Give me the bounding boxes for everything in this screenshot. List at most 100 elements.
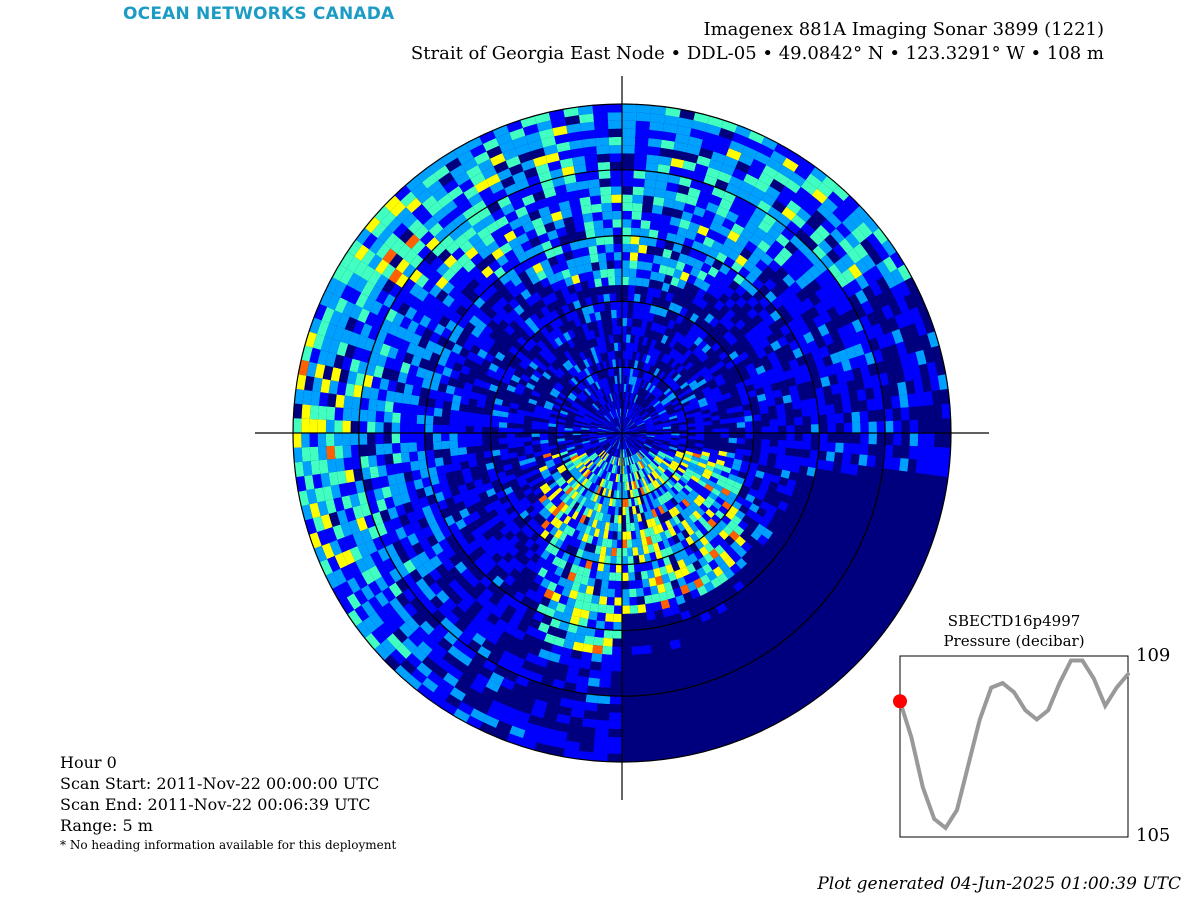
sonar-cell xyxy=(677,415,687,421)
sonar-cell xyxy=(573,422,582,426)
sonar-cell xyxy=(589,453,598,461)
sonar-cell xyxy=(717,404,727,412)
sonar-cell xyxy=(541,497,551,507)
sonar-cell xyxy=(645,404,653,412)
sonar-cell xyxy=(596,411,604,418)
sonar-cell xyxy=(611,375,616,385)
sonar-cell xyxy=(637,378,643,387)
sonar-cell xyxy=(612,326,618,335)
sonar-cell xyxy=(613,334,618,343)
sonar-cell xyxy=(692,510,702,520)
sonar-cell xyxy=(607,436,615,442)
sonar-cell xyxy=(630,326,637,336)
sonar-cell xyxy=(636,461,642,471)
sonar-cell xyxy=(568,357,577,367)
sonar-cell xyxy=(619,457,621,466)
sonar-cell xyxy=(566,446,576,451)
sonar-cell xyxy=(591,393,598,401)
sonar-cell xyxy=(591,418,600,424)
sonar-cell xyxy=(564,439,574,444)
sonar-cell xyxy=(615,427,622,433)
sonar-cell xyxy=(613,400,617,410)
sonar-cell xyxy=(716,479,726,488)
sonar-cell xyxy=(632,444,640,452)
sonar-cell xyxy=(548,504,558,514)
sonar-cell xyxy=(572,426,582,430)
sonar-cell xyxy=(578,393,587,401)
sonar-cell xyxy=(523,437,532,442)
sonar-cell xyxy=(622,433,628,440)
sonar-cell xyxy=(624,457,627,466)
sonar-cell xyxy=(614,417,619,426)
sonar-cell xyxy=(659,449,668,455)
sonar-cell xyxy=(669,381,678,390)
sonar-cell xyxy=(624,490,628,499)
chart-subtitle: Strait of Georgia East Node • DDL-05 • 4… xyxy=(410,43,1104,64)
sonar-cell xyxy=(553,358,563,368)
sonar-cell xyxy=(606,472,612,481)
sonar-cell xyxy=(704,433,713,438)
sonar-cell xyxy=(622,326,627,335)
sonar-cell xyxy=(606,427,615,431)
sonar-cell xyxy=(647,383,654,392)
sonar-cell xyxy=(619,490,622,499)
sonar-cell xyxy=(615,433,622,439)
sonar-cell xyxy=(720,470,730,479)
sonar-cell xyxy=(597,436,607,440)
sonar-cell xyxy=(728,437,738,444)
sonar-cell xyxy=(646,483,654,493)
sonar-cell xyxy=(709,453,719,460)
sonar-cell xyxy=(676,364,685,374)
sonar-cell xyxy=(630,433,639,435)
sonar-cell xyxy=(639,379,645,388)
sonar-cell xyxy=(641,412,649,419)
sonar-cell xyxy=(611,464,615,474)
sonar-cell xyxy=(622,515,627,524)
sonar-cell xyxy=(660,462,669,469)
sonar-cell xyxy=(556,433,565,436)
sonar-cell xyxy=(604,488,610,498)
sonar-cell xyxy=(609,393,614,402)
sonar-cell xyxy=(573,482,581,491)
sonar-cell xyxy=(637,423,646,428)
sonar-cell xyxy=(622,449,625,458)
sonar-cell xyxy=(520,463,530,471)
sonar-cell xyxy=(643,328,651,338)
sonar-cell xyxy=(619,375,622,384)
sonar-cell xyxy=(515,428,524,433)
sonar-cell xyxy=(515,418,525,425)
sonar-cell xyxy=(538,393,548,401)
sonar-cell xyxy=(547,465,557,472)
sonar-cell xyxy=(630,430,639,433)
sonar-cell xyxy=(668,394,677,402)
sonar-cell xyxy=(678,395,688,402)
sonar-cell xyxy=(622,358,626,368)
sonar-cell xyxy=(649,482,656,491)
sonar-cell xyxy=(516,450,526,457)
sonar-cell xyxy=(645,439,654,444)
sonar-cell xyxy=(615,427,622,433)
sonar-cell xyxy=(622,425,625,433)
sonar-cell xyxy=(700,454,710,461)
sonar-cell xyxy=(653,440,663,444)
sonar-cell xyxy=(549,413,559,419)
sonar-cell xyxy=(575,447,585,453)
sonar-cell xyxy=(541,359,551,369)
sonar-cell xyxy=(628,410,633,419)
sonar-cell xyxy=(604,444,612,452)
sonar-cell xyxy=(637,426,647,430)
sonar-cell xyxy=(548,423,557,428)
sonar-cell xyxy=(635,418,643,424)
sonar-cell xyxy=(619,482,622,491)
sonar-cell xyxy=(633,454,639,462)
sonar-cell xyxy=(643,416,651,422)
sonar-cell xyxy=(560,376,569,385)
sonar-cell xyxy=(539,482,549,492)
sonar-cell xyxy=(596,485,602,495)
sonar-cell xyxy=(602,530,609,539)
sonar-cell xyxy=(523,441,533,447)
sonar-cell xyxy=(675,450,685,457)
sonar-cell xyxy=(633,463,639,472)
sonar-cell xyxy=(665,468,674,477)
sonar-cell xyxy=(665,480,674,489)
